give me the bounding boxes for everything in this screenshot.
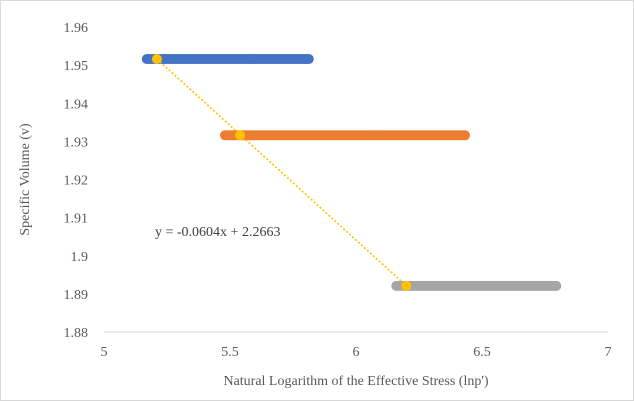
y-tick-label: 1.93	[64, 135, 89, 150]
x-tick-label: 6	[353, 345, 360, 360]
x-tick-label: 5.5	[221, 345, 239, 360]
data-point	[551, 280, 562, 291]
yellow-series-points	[151, 54, 412, 291]
y-axis-title: Specific Volume (v)	[18, 123, 33, 236]
data-point	[460, 130, 470, 141]
x-tick-label: 7	[605, 345, 612, 360]
trendline-equation: y = -0.0604x + 2.2663	[155, 225, 280, 240]
y-tick-label: 1.94	[64, 97, 89, 112]
x-tick-label: 5	[101, 345, 108, 360]
y-tick-label: 1.95	[64, 59, 89, 74]
highlight-point	[401, 280, 412, 291]
y-tick-label: 1.9	[71, 250, 89, 265]
x-tick-labels: 5 5.5 6 6.5 7	[101, 345, 612, 360]
highlight-point	[235, 130, 246, 141]
y-tick-label: 1.89	[64, 288, 89, 303]
data-points	[141, 54, 562, 291]
trendline	[156, 58, 407, 287]
highlight-point	[151, 54, 162, 65]
y-tick-label: 1.92	[64, 174, 89, 189]
y-tick-label: 1.88	[64, 326, 89, 341]
x-tick-label: 6.5	[473, 345, 491, 360]
y-tick-label: 1.96	[64, 21, 89, 36]
data-point	[303, 54, 314, 64]
y-tick-label: 1.91	[64, 212, 89, 227]
y-tick-labels: 1.88 1.89 1.9 1.91 1.92 1.93 1.94 1.95 1.96	[64, 21, 89, 341]
x-axis-title: Natural Logarithm of the Effective Stres…	[223, 374, 488, 389]
